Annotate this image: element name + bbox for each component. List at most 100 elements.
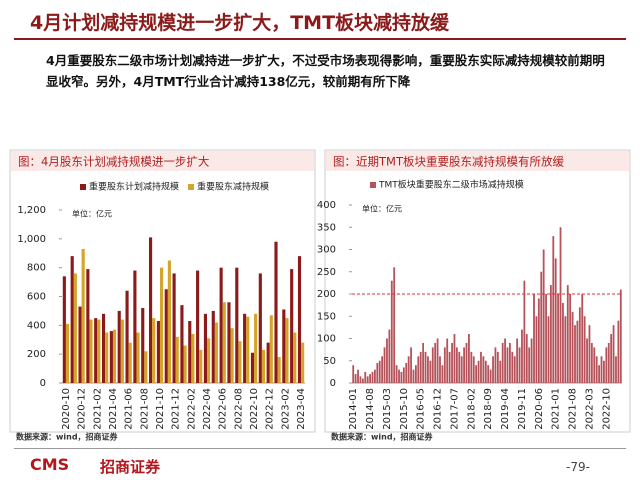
bar xyxy=(600,356,603,383)
bar xyxy=(480,351,482,383)
bar xyxy=(557,294,560,383)
bar xyxy=(164,289,168,383)
bar xyxy=(196,270,200,383)
bar xyxy=(453,334,456,383)
bar xyxy=(383,347,386,383)
bar xyxy=(227,302,231,383)
bar xyxy=(282,309,286,383)
bar xyxy=(564,316,567,383)
x-tick-label: 2022-06 xyxy=(218,388,229,430)
y-tick-label: 200 xyxy=(27,349,46,360)
x-tick-label: 2021-10 xyxy=(155,388,166,430)
source: 数据来源：wind，招商证券 xyxy=(16,432,119,442)
x-tick-label: 2022-08 xyxy=(233,388,244,430)
bar xyxy=(499,360,502,383)
logo-name: 招商证券 xyxy=(100,458,161,476)
bar xyxy=(451,342,453,383)
bar xyxy=(434,342,437,383)
bar xyxy=(552,236,555,383)
bar xyxy=(501,342,504,383)
legend-swatch xyxy=(188,184,195,190)
bar xyxy=(607,342,610,383)
x-tick-label: 2021-06 xyxy=(124,388,135,430)
bar xyxy=(537,298,540,383)
bar xyxy=(254,313,258,383)
bar xyxy=(496,351,499,383)
bar xyxy=(617,320,620,383)
bar xyxy=(133,270,137,383)
bar xyxy=(533,294,535,383)
chart-title: 图：4月股东计划减持规模进一步扩大 xyxy=(18,155,210,169)
x-tick-label: 2014-08 xyxy=(365,388,376,430)
bar xyxy=(475,365,478,383)
bar xyxy=(460,356,463,383)
bar xyxy=(269,315,273,383)
bar xyxy=(235,267,239,383)
x-tick-label: 2020-12 xyxy=(77,388,88,430)
bar xyxy=(62,276,66,383)
bar xyxy=(274,241,278,383)
x-tick-label: 2015-03 xyxy=(382,388,393,430)
bar xyxy=(369,374,371,383)
bar xyxy=(583,316,586,383)
bar xyxy=(277,357,281,383)
bar xyxy=(94,318,98,383)
bar xyxy=(266,342,270,383)
y-tick-label: 350 xyxy=(317,222,336,233)
bar xyxy=(400,371,403,383)
bar xyxy=(578,307,581,383)
bar xyxy=(465,342,468,383)
bar xyxy=(386,338,388,383)
bar xyxy=(559,227,562,383)
y-tick-label: 0 xyxy=(330,378,336,389)
bar xyxy=(547,316,550,383)
bar xyxy=(70,256,74,383)
x-tick-label: 2022-02 xyxy=(186,388,197,430)
bar xyxy=(395,365,398,383)
legend-swatch xyxy=(370,182,376,188)
bar xyxy=(203,313,208,383)
bar xyxy=(588,325,591,383)
y-tick-label: 600 xyxy=(27,292,46,303)
bar xyxy=(373,369,376,383)
bar xyxy=(455,347,458,383)
source: 数据来源：wind，招商证券 xyxy=(331,432,434,442)
bar xyxy=(207,338,211,383)
bar xyxy=(615,356,617,383)
x-tick-label: 2022-10 xyxy=(249,388,260,430)
bar xyxy=(407,356,410,383)
bar xyxy=(238,341,242,383)
bar xyxy=(439,356,441,383)
title-rule xyxy=(14,38,626,40)
bar xyxy=(128,342,132,383)
bar xyxy=(105,332,109,383)
bar xyxy=(576,320,579,383)
bar xyxy=(482,356,485,383)
bar xyxy=(586,338,588,383)
bar xyxy=(595,356,598,383)
y-tick-label: 250 xyxy=(317,267,336,278)
bar xyxy=(487,365,490,383)
bar xyxy=(398,369,400,383)
bar xyxy=(513,356,516,383)
bar xyxy=(436,338,439,383)
bar xyxy=(545,294,547,383)
x-tick-label: 2017-07 xyxy=(449,388,460,430)
x-tick-label: 2021-01 xyxy=(551,388,562,430)
bar xyxy=(366,376,369,383)
bar xyxy=(414,365,417,383)
bar xyxy=(73,273,77,383)
bar xyxy=(117,310,121,383)
bar xyxy=(290,269,294,383)
bar xyxy=(167,260,171,383)
y-tick-label: 150 xyxy=(317,311,336,322)
y-tick-label: 300 xyxy=(317,245,336,256)
x-tick-label: 2016-12 xyxy=(433,388,444,430)
x-tick-label: 2023-02 xyxy=(280,388,291,430)
bar xyxy=(417,356,420,383)
y-tick-label: 50 xyxy=(323,356,336,367)
bar xyxy=(159,267,164,383)
bar xyxy=(562,302,564,383)
bar xyxy=(188,321,192,383)
bar xyxy=(388,329,391,383)
